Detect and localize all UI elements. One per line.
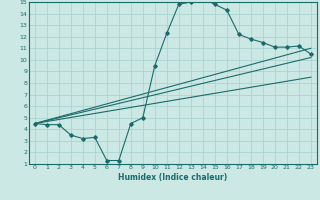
X-axis label: Humidex (Indice chaleur): Humidex (Indice chaleur) xyxy=(118,173,228,182)
